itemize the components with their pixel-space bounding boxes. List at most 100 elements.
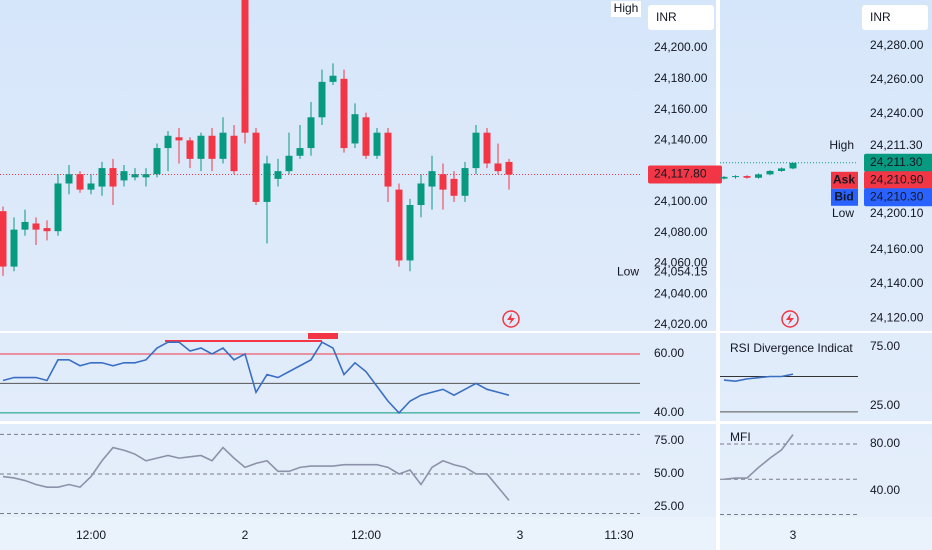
candle-body	[743, 176, 751, 178]
candle-body	[54, 183, 62, 232]
candle-body	[395, 189, 403, 261]
y-tick-label: 40.00	[870, 483, 900, 497]
candle-body	[252, 132, 260, 202]
last-price-badge	[648, 165, 722, 184]
currency-box[interactable]	[862, 5, 928, 30]
candle-body	[109, 168, 117, 187]
y-tick-label: 24,040.00	[654, 286, 708, 300]
candle-body	[351, 114, 359, 144]
ask-tag	[831, 171, 858, 189]
indicator-title: MFI	[730, 430, 751, 444]
ask-badge	[864, 171, 932, 190]
candle-body	[208, 135, 216, 159]
ask-value: 24,210.90	[870, 172, 924, 186]
candle-body	[186, 140, 194, 159]
candle-body	[263, 163, 271, 202]
candle-body	[450, 178, 458, 196]
candle-body	[87, 183, 95, 190]
high-label: High	[829, 138, 854, 152]
y-tick-label: 40.00	[654, 405, 684, 419]
replay-icon[interactable]	[502, 310, 520, 328]
indicator-line	[2, 446, 510, 501]
y-tick-label: 75.00	[654, 433, 684, 447]
candle-body	[0, 211, 7, 267]
x-tick-label: 12:00	[351, 528, 381, 542]
pane	[0, 0, 640, 276]
x-tick-label: 2	[242, 528, 249, 542]
panel-separator	[716, 0, 720, 550]
pane-separator	[0, 421, 932, 424]
candle-body	[296, 148, 304, 156]
candle-body	[340, 78, 348, 149]
candle-body	[153, 148, 161, 175]
candle-body	[10, 229, 18, 267]
candle-body	[428, 171, 436, 187]
candle-body	[32, 223, 40, 230]
candle-body	[494, 163, 502, 172]
y-tick-label: 24,100.00	[654, 194, 708, 208]
candle-body	[505, 161, 513, 175]
y-tick-label: 24,260.00	[870, 72, 924, 86]
y-tick-label: 24,240.00	[870, 106, 924, 120]
indicator-line	[723, 373, 794, 383]
candle-body	[329, 75, 337, 82]
y-tick-label: 24,080.00	[654, 225, 708, 239]
pane	[720, 373, 858, 413]
divergence-marker	[308, 333, 338, 339]
candle-body	[21, 221, 29, 230]
pane-separator	[0, 331, 932, 333]
high-value: 24,211.30	[870, 138, 923, 152]
x-tick-label: 11:30	[604, 528, 633, 542]
pane	[720, 434, 858, 515]
candle-body	[274, 171, 282, 179]
bid-value: 24,210.30	[870, 189, 924, 203]
low-label: Low	[617, 265, 639, 279]
candle-body	[197, 135, 205, 159]
candle-body	[241, 0, 249, 133]
x-tick-label: 3	[790, 528, 797, 542]
candle-body	[142, 174, 150, 178]
y-tick-label: 24,200.00	[654, 40, 708, 54]
candle-body	[406, 205, 414, 261]
currency[interactable]: INR	[870, 10, 891, 24]
candle-body	[318, 81, 326, 118]
x-tick-label: 3	[517, 528, 524, 542]
y-tick-label: 24,160.00	[870, 242, 924, 256]
candle-body	[732, 176, 739, 178]
bid-tag	[831, 188, 858, 206]
y-tick-label: 24,120.00	[870, 310, 924, 324]
bid-badge	[864, 188, 932, 207]
indicator-line	[2, 341, 510, 415]
candle-body	[307, 117, 315, 149]
last-price-badge	[864, 153, 932, 172]
y-tick-label: 24,020.00	[654, 317, 708, 331]
candle-body	[755, 174, 762, 178]
y-tick-label: 25.00	[654, 499, 684, 513]
candle-body	[778, 168, 785, 171]
candle-body	[373, 132, 381, 156]
candle-body	[98, 168, 106, 187]
candle-body	[483, 132, 491, 164]
x-tick-label: 12:00	[76, 528, 106, 542]
currency[interactable]: INR	[656, 10, 677, 24]
candle-body	[285, 155, 293, 172]
y-tick-label: 24,140.00	[654, 133, 708, 147]
candle-body	[789, 162, 797, 169]
candle-body	[461, 168, 469, 196]
last-price-value: 24,211.30	[870, 155, 923, 169]
candle-body	[362, 117, 370, 156]
high-label: High	[614, 1, 639, 15]
pane	[0, 433, 640, 515]
ask-label: Ask	[833, 172, 855, 186]
candle-body	[384, 132, 392, 187]
low-value: 24,054.15	[654, 265, 708, 279]
indicator-line	[723, 434, 794, 481]
candle-body	[65, 174, 73, 184]
candle-body	[120, 171, 128, 181]
currency-box[interactable]	[648, 5, 714, 30]
replay-icon[interactable]	[781, 310, 799, 328]
y-tick-label: 50.00	[654, 466, 684, 480]
candle-body	[175, 137, 183, 141]
